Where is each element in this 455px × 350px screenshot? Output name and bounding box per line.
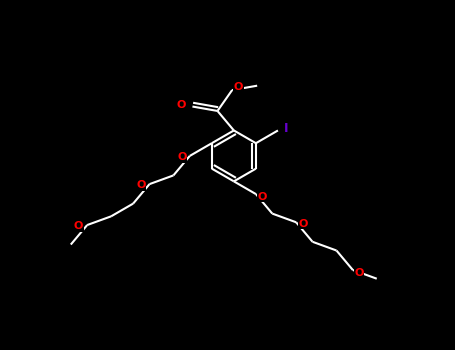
Text: O: O (258, 192, 267, 202)
Text: O: O (177, 153, 187, 162)
Text: O: O (136, 180, 146, 190)
Text: O: O (176, 100, 186, 110)
Text: O: O (299, 219, 308, 229)
Text: O: O (234, 82, 243, 92)
Text: O: O (354, 268, 364, 278)
Text: O: O (74, 221, 83, 231)
Text: I: I (283, 122, 288, 135)
